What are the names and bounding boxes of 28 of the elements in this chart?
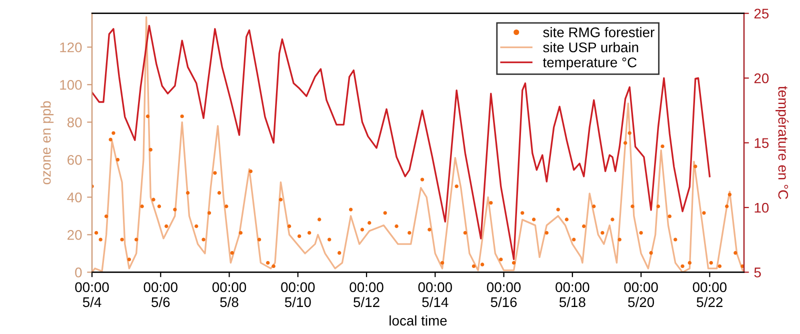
x-tick-label: 00:00 5/20 <box>624 282 658 308</box>
x-tick-label: 00:00 5/16 <box>486 282 521 308</box>
x-tick-label: 00:00 5/18 <box>556 282 590 308</box>
x-tick-label: 00:00 5/12 <box>350 282 384 308</box>
y-tick-label: 0 <box>75 268 82 278</box>
y-tick-label: 20 <box>68 230 82 240</box>
y-tick-label: 80 <box>67 117 82 128</box>
y-tick-label: 40 <box>67 192 82 202</box>
legend-label: temperature °C <box>542 57 637 70</box>
legend-label: site USP urbain <box>543 42 638 52</box>
y2-tick-label: 15 <box>754 138 769 148</box>
x-tick-label: 00:00 5/4 <box>75 282 109 308</box>
y2-tick-label: 25 <box>754 8 769 19</box>
y-tick-label: 60 <box>68 155 82 165</box>
y-tick-label: 100 <box>60 80 82 90</box>
y-tick-label: 120 <box>60 42 82 52</box>
y2-tick-label: 20 <box>754 73 769 84</box>
y2-axis-title: température en °C <box>776 86 789 200</box>
y2-tick-label: 5 <box>754 268 761 278</box>
x-tick-label: 00:00 5/22 <box>692 282 727 308</box>
x-tick-label: 00:00 5/6 <box>144 282 178 308</box>
legend-label: site RMG forestier <box>543 27 654 38</box>
x-axis-title: local time <box>390 315 447 326</box>
y2-tick-label: 10 <box>754 202 769 213</box>
y-axis-title: ozone en ppb <box>40 101 54 184</box>
x-tick-label: 00:00 5/14 <box>418 282 452 308</box>
x-tick-label: 00:00 5/10 <box>281 282 315 308</box>
x-tick-label: 00:00 5/8 <box>212 282 246 308</box>
